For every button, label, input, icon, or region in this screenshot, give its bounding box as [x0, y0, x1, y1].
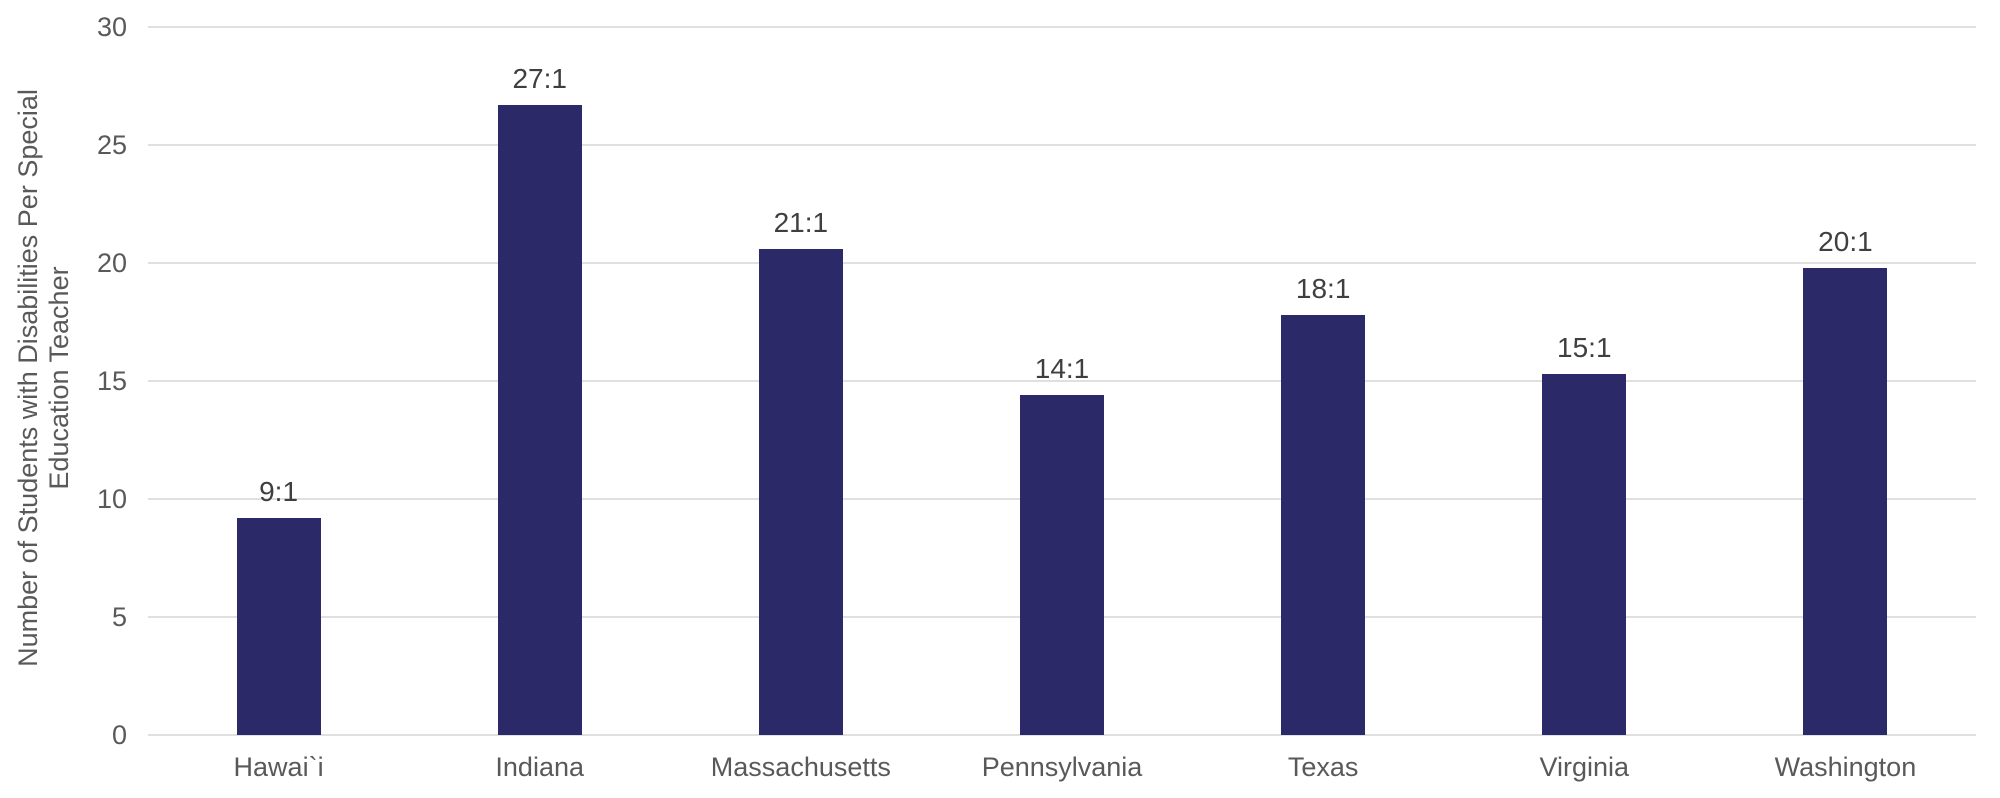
gridline-y-20 [148, 262, 1976, 264]
bar-value-label: 14:1 [1034, 353, 1090, 385]
y-tick-label: 15 [96, 366, 127, 396]
y-tick-label: 5 [111, 602, 127, 632]
bar-value-label: 18:1 [1295, 272, 1351, 304]
bar-value-label: 9:1 [259, 475, 299, 507]
y-tick-label: 30 [96, 12, 127, 42]
x-category-label: Pennsylvania [981, 752, 1143, 782]
gridline-y-15 [148, 380, 1976, 382]
bar-value-label: 27:1 [512, 62, 567, 94]
y-tick-label: 10 [96, 484, 127, 514]
bar-pennsylvania [1020, 395, 1104, 735]
bar-washington [1803, 267, 1888, 735]
y-axis-title-line1: Number of Students with Disabilities Per… [13, 89, 43, 667]
x-category-label: Indiana [495, 752, 584, 782]
y-tick-label: 20 [96, 248, 127, 278]
x-category-label: Hawai`i [233, 752, 324, 782]
bar-indiana [497, 104, 582, 735]
bar-hawai-i [236, 517, 321, 735]
x-category-label: Massachusetts [710, 752, 891, 782]
bar-value-label: 20:1 [1818, 225, 1873, 257]
bar-value-label: 21:1 [773, 206, 829, 238]
y-tick-label: 25 [96, 130, 127, 160]
x-category-label: Texas [1287, 752, 1359, 782]
x-category-label: Virginia [1539, 752, 1630, 782]
x-category-label: Washington [1774, 752, 1917, 782]
gridline-y-0 [148, 734, 1976, 736]
bar-virginia [1542, 373, 1627, 735]
bar-value-label: 15:1 [1557, 331, 1612, 363]
y-tick-label: 0 [111, 720, 127, 750]
bar-massachusetts [758, 248, 843, 735]
bar-texas [1281, 314, 1366, 735]
gridline-y-30 [148, 26, 1976, 28]
gridline-y-25 [148, 144, 1976, 146]
